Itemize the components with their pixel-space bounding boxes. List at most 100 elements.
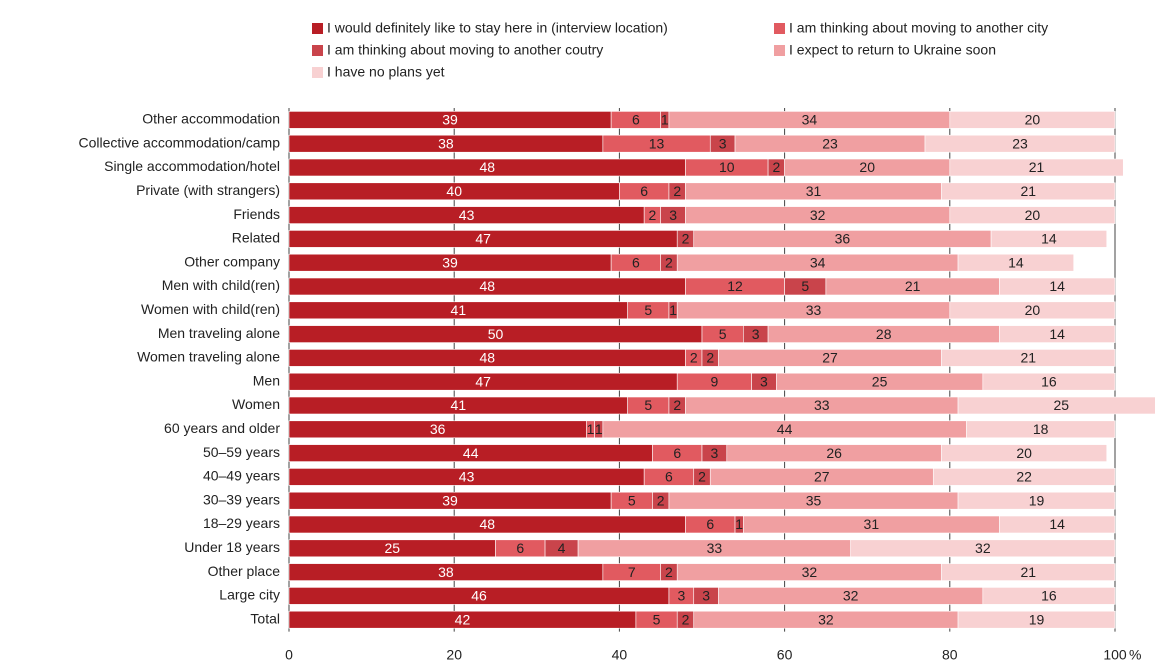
value-label: 19 (1029, 611, 1045, 627)
y-tick-label: Women traveling alone (137, 349, 280, 365)
value-label: 6 (665, 469, 673, 485)
value-label: 9 (710, 373, 718, 389)
value-label: 48 (479, 350, 495, 366)
value-label: 41 (451, 397, 467, 413)
legend-label: I expect to return to Ukraine soon (789, 42, 996, 58)
value-label: 33 (806, 302, 822, 318)
value-label: 6 (673, 445, 681, 461)
value-label: 40 (446, 183, 462, 199)
legend-swatch (312, 67, 323, 78)
bar-segment (966, 420, 1116, 439)
value-label: 6 (632, 112, 640, 128)
legend-swatch (774, 23, 785, 34)
value-label: 5 (653, 611, 661, 627)
value-label: 32 (975, 540, 991, 556)
y-tick-label: Friends (233, 206, 280, 222)
value-label: 1 (661, 112, 669, 128)
bar-segment (941, 349, 1116, 367)
value-label: 46 (471, 588, 487, 604)
bar-segment (957, 610, 1116, 629)
value-label: 32 (802, 564, 818, 580)
value-label: 44 (777, 421, 793, 437)
y-tick-label: Other company (184, 253, 280, 269)
value-label: 26 (826, 445, 842, 461)
value-label: 32 (810, 207, 826, 223)
value-label: 2 (673, 183, 681, 199)
y-tick-label: Under 18 years (184, 539, 280, 555)
value-label: 1 (587, 421, 595, 437)
value-label: 27 (814, 469, 830, 485)
value-label: 2 (698, 469, 706, 485)
bar-segment (850, 539, 1116, 558)
value-label: 33 (707, 540, 723, 556)
y-tick-label: Women with child(ren) (141, 301, 280, 317)
value-label: 12 (727, 278, 743, 294)
value-label: 25 (872, 373, 888, 389)
value-label: 22 (1016, 469, 1032, 485)
x-tick-label: 0 (285, 646, 293, 662)
value-label: 6 (706, 516, 714, 532)
value-label: 39 (442, 254, 458, 270)
value-label: 36 (835, 231, 851, 247)
value-label: 21 (905, 278, 921, 294)
bar-segment (949, 111, 1116, 129)
legend-label: I am thinking about moving to another ci… (789, 20, 1048, 36)
value-label: 50 (488, 326, 504, 342)
y-tick-label: Men traveling alone (158, 325, 280, 341)
value-label: 38 (438, 135, 454, 151)
bar-segment (999, 277, 1116, 296)
value-label: 3 (760, 373, 768, 389)
value-label: 2 (706, 350, 714, 366)
y-tick-label: 50–59 years (203, 444, 280, 460)
value-label: 3 (719, 135, 727, 151)
value-label: 41 (451, 302, 467, 318)
value-label: 5 (628, 492, 636, 508)
value-label: 14 (1008, 254, 1024, 270)
value-label: 2 (665, 564, 673, 580)
value-label: 20 (1016, 445, 1032, 461)
value-label: 2 (649, 207, 657, 223)
bar-segment (949, 301, 1116, 320)
value-label: 1 (669, 302, 677, 318)
value-label: 34 (802, 112, 818, 128)
value-label: 47 (475, 231, 491, 247)
value-label: 18 (1033, 421, 1049, 437)
value-label: 2 (682, 231, 690, 247)
value-label: 32 (818, 611, 834, 627)
y-tick-label: Other place (208, 563, 281, 579)
bar-segment (932, 468, 1116, 486)
x-tick-label: 100 (1103, 646, 1127, 662)
value-label: 20 (1025, 112, 1041, 128)
x-tick-label: 20 (446, 646, 462, 662)
value-label: 42 (455, 611, 471, 627)
bar-segment (957, 396, 1155, 415)
value-label: 31 (864, 516, 880, 532)
value-label: 3 (752, 326, 760, 342)
legend-label: I am thinking about moving to another co… (327, 42, 603, 58)
value-label: 10 (719, 159, 735, 175)
y-tick-label: Men with child(ren) (162, 277, 280, 293)
bar-segment (999, 325, 1116, 343)
legend-label: I would definitely like to stay here in … (327, 20, 668, 36)
x-tick-label: 80 (942, 646, 958, 662)
value-label: 21 (1029, 159, 1045, 175)
bar-segment (982, 587, 1116, 605)
value-label: 23 (822, 135, 838, 151)
bar-segment (990, 230, 1108, 248)
value-label: 43 (459, 207, 475, 223)
value-label: 7 (628, 564, 636, 580)
value-label: 32 (843, 588, 859, 604)
value-label: 34 (810, 254, 826, 270)
y-tick-label: Collective accommodation/camp (78, 134, 280, 150)
value-label: 21 (1020, 183, 1036, 199)
value-label: 16 (1041, 373, 1057, 389)
y-tick-label: 60 years and older (164, 420, 280, 436)
y-tick-label: Single accommodation/hotel (104, 158, 280, 174)
value-label: 33 (814, 397, 830, 413)
x-unit: % (1129, 646, 1141, 662)
value-label: 14 (1049, 516, 1065, 532)
value-label: 36 (430, 421, 446, 437)
value-label: 1 (595, 421, 603, 437)
value-label: 2 (673, 397, 681, 413)
